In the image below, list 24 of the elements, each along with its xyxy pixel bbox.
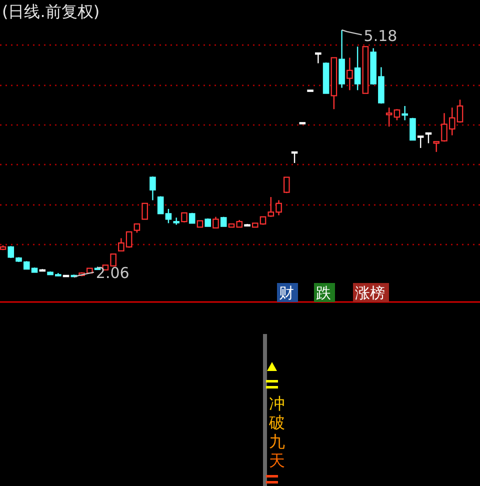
candlestick [150, 176, 156, 201]
candlestick [181, 212, 188, 223]
candlestick [410, 117, 416, 141]
candlestick [417, 135, 424, 149]
candlestick [284, 176, 290, 194]
candlestick [291, 151, 298, 164]
candlestick [346, 57, 353, 91]
annotation: 5.18 [364, 26, 398, 45]
text: 跌 [316, 284, 331, 302]
candlestick [212, 216, 219, 229]
text: 涨榜 [355, 284, 385, 302]
candlestick [165, 208, 172, 224]
text: 冲破九天 [268, 394, 285, 470]
chart-title: (日线.前复权) [2, 2, 100, 21]
annotation: 2.06 [96, 264, 130, 282]
candlestick [315, 52, 322, 64]
text: 财 [279, 284, 294, 302]
candlestick [425, 132, 432, 144]
candlestick [386, 106, 392, 128]
candlestick [157, 196, 164, 214]
candlestick [394, 108, 400, 121]
candlestick [142, 202, 148, 220]
candlestick [354, 46, 361, 91]
candlestick [402, 105, 408, 121]
